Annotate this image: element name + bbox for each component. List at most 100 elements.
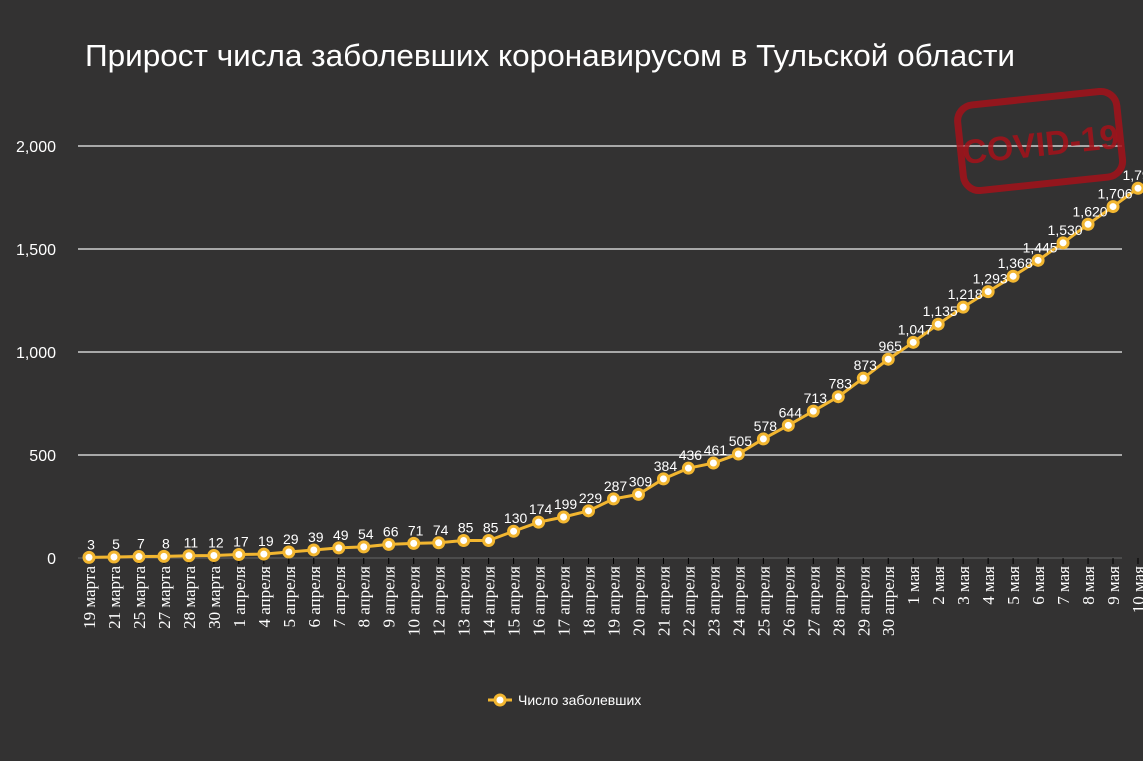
data-point xyxy=(107,550,121,564)
data-label: 71 xyxy=(408,522,424,538)
legend: Число заболевших xyxy=(488,692,641,708)
data-label: 1,135 xyxy=(923,303,958,319)
data-label: 505 xyxy=(729,433,753,449)
x-tick-label: 5 мая xyxy=(1004,566,1023,605)
x-tick-label: 16 апреля xyxy=(530,566,549,636)
data-point xyxy=(631,487,645,501)
x-tick-label: 28 апреля xyxy=(829,566,848,636)
data-point xyxy=(182,549,196,563)
data-point xyxy=(257,547,271,561)
data-point xyxy=(856,371,870,385)
data-point xyxy=(981,285,995,299)
data-label: 1,218 xyxy=(948,286,983,302)
legend-marker xyxy=(493,693,507,707)
data-point xyxy=(1131,181,1143,195)
x-tick-label: 1 апреля xyxy=(230,566,249,628)
data-label: 11 xyxy=(184,535,199,551)
data-label: 29 xyxy=(283,531,299,547)
x-tick-label: 27 апреля xyxy=(804,566,823,636)
x-tick-label: 28 марта xyxy=(180,566,199,629)
data-label: 3 xyxy=(87,536,95,552)
data-point xyxy=(207,549,221,563)
data-label: 8 xyxy=(162,535,170,551)
data-label: 287 xyxy=(604,478,628,494)
x-tick-label: 9 апреля xyxy=(380,566,399,628)
data-label: 384 xyxy=(654,458,678,474)
data-point xyxy=(1006,269,1020,283)
data-label: 436 xyxy=(679,447,703,463)
data-label: 12 xyxy=(208,535,224,551)
data-label: 66 xyxy=(383,523,399,539)
x-tick-label: 9 мая xyxy=(1104,566,1123,605)
data-point xyxy=(806,404,820,418)
data-label: 174 xyxy=(529,501,553,517)
data-label: 1,445 xyxy=(1023,239,1058,255)
x-tick-label: 10 мая xyxy=(1129,566,1143,613)
data-point xyxy=(656,472,670,486)
data-point xyxy=(307,543,321,557)
data-point xyxy=(82,550,96,564)
data-label: 578 xyxy=(754,418,778,434)
x-tick-label: 7 апреля xyxy=(330,566,349,628)
x-tick-label: 4 апреля xyxy=(255,566,274,628)
stamp-text: COVID-19 xyxy=(961,118,1121,172)
data-point xyxy=(407,536,421,550)
data-label: 49 xyxy=(333,527,349,543)
data-label: 54 xyxy=(358,526,374,542)
data-point xyxy=(432,536,446,550)
data-point xyxy=(1056,236,1070,250)
x-tick-label: 3 мая xyxy=(954,566,973,605)
data-point xyxy=(756,432,770,446)
x-tick-label: 6 апреля xyxy=(305,566,324,628)
data-point xyxy=(731,447,745,461)
data-label: 1,795 xyxy=(1122,167,1143,183)
data-point xyxy=(956,300,970,314)
data-label: 1,368 xyxy=(998,255,1033,271)
x-tick-label: 2 мая xyxy=(929,566,948,605)
data-point xyxy=(332,541,346,555)
data-point xyxy=(582,504,596,518)
x-tick-label: 8 мая xyxy=(1079,566,1098,605)
legend-label: Число заболевших xyxy=(518,692,641,708)
data-label: 7 xyxy=(137,536,145,552)
data-point xyxy=(557,510,571,524)
x-tick-label: 6 мая xyxy=(1029,566,1048,605)
x-tick-label: 1 мая xyxy=(904,566,923,605)
x-tick-label: 5 апреля xyxy=(280,566,299,628)
y-tick-label: 500 xyxy=(29,448,56,465)
y-tick-label: 1,000 xyxy=(16,345,56,362)
x-tick-label: 12 апреля xyxy=(430,566,449,636)
data-point xyxy=(681,461,695,475)
data-label: 309 xyxy=(629,473,653,489)
y-tick-label: 1,500 xyxy=(16,242,56,259)
y-axis: 0 500 1,000 1,500 2,000 xyxy=(16,139,56,568)
data-label: 461 xyxy=(704,442,728,458)
data-point xyxy=(781,418,795,432)
x-tick-label: 7 мая xyxy=(1054,566,1073,605)
x-tick-label: 25 апреля xyxy=(754,566,773,636)
data-label: 965 xyxy=(879,338,903,354)
x-tick-label: 18 апреля xyxy=(580,566,599,636)
covid-stamp: COVID-19 xyxy=(954,87,1127,195)
data-point xyxy=(881,352,895,366)
data-point xyxy=(232,547,246,561)
x-tick-label: 13 апреля xyxy=(455,566,474,636)
x-tick-label: 30 марта xyxy=(205,566,224,629)
data-label: 644 xyxy=(779,404,803,420)
x-tick-label: 20 апреля xyxy=(629,566,648,636)
data-point xyxy=(132,550,146,564)
data-point xyxy=(906,335,920,349)
x-tick-label: 21 апреля xyxy=(654,566,673,636)
x-tick-label: 21 марта xyxy=(105,566,124,629)
x-axis: 19 марта 21 марта 25 марта 27 марта 28 марта… xyxy=(80,558,1143,636)
data-label: 39 xyxy=(308,529,324,545)
x-tick-label: 30 апреля xyxy=(879,566,898,636)
x-tick-label: 17 апреля xyxy=(555,566,574,636)
grid xyxy=(78,145,1122,559)
data-label: 74 xyxy=(433,522,449,538)
x-tick-label: 19 марта xyxy=(80,566,99,629)
series-points xyxy=(82,181,1143,564)
x-tick-label: 25 марта xyxy=(130,566,149,629)
data-point xyxy=(157,549,171,563)
data-point xyxy=(831,390,845,404)
